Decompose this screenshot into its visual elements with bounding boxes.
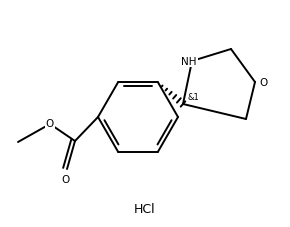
Text: O: O	[61, 174, 69, 184]
Text: NH: NH	[181, 57, 197, 67]
Text: HCl: HCl	[134, 203, 156, 216]
Text: &1: &1	[188, 92, 200, 101]
Text: O: O	[46, 118, 54, 128]
Text: O: O	[259, 78, 267, 88]
